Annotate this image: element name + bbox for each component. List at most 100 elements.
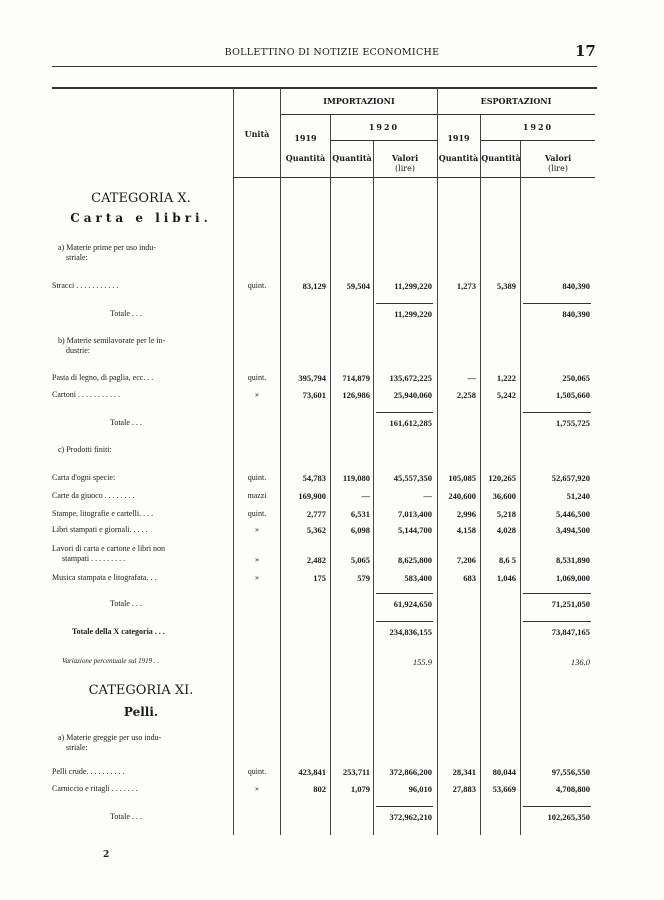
value-cell: 54,783 <box>302 473 326 483</box>
value-cell: 28,341 <box>452 767 476 777</box>
quantity-header: Quantità <box>481 153 521 163</box>
table-row: Pasta di legno, di paglia, ecc. . . quint… <box>0 373 664 387</box>
value-cell: 802 <box>313 784 326 794</box>
sum-rule <box>523 806 591 807</box>
row-label: Totale . . . <box>110 599 142 608</box>
value-cell: 1,222 <box>496 373 516 383</box>
table-row: Libri stampati e giornali. . . . . » 5,362… <box>0 525 664 539</box>
value-cell: 8,531,890 <box>556 555 590 565</box>
value-cell: 253,711 <box>342 767 370 777</box>
table-row: Carte da giuoco . . . . . . . . mazzi 169,… <box>0 491 664 505</box>
column-rule <box>437 88 438 835</box>
category-title: CATEGORIA XI. <box>88 683 194 698</box>
section-heading: b) Materie semilavorate per le in- dustr… <box>0 336 664 355</box>
table-row: Lavori di carta e cartone e libri non st… <box>0 544 664 569</box>
value-cell: 840,390 <box>562 281 590 291</box>
exp-1920-header: 1920 <box>522 122 554 132</box>
value-cell: 169,900 <box>298 491 326 501</box>
value-cell: 80,044 <box>492 767 516 777</box>
table-row: Carta d'ogni specie: quint. 54,783 119,080 4… <box>0 473 664 487</box>
header-rule <box>331 140 437 141</box>
total-row: Totale . . . 61,924,650 71,251,050 <box>0 593 664 613</box>
section-heading: a) Materie greggie per uso indu- striale… <box>0 733 664 752</box>
value-cell: 51,240 <box>566 491 590 501</box>
imports-header: IMPORTAZIONI <box>323 96 395 106</box>
category-subtitle: Carta e libri. <box>70 211 212 225</box>
value-cell: 372,866,200 <box>389 767 433 777</box>
value-cell: 6,098 <box>350 525 370 535</box>
value-cell: 4,708,800 <box>556 784 590 794</box>
value-cell: 2,996 <box>456 509 476 519</box>
imp-1920-header: 1920 <box>368 122 400 132</box>
sum-rule <box>376 412 433 413</box>
unit-cell: » <box>255 390 259 399</box>
value-cell: 126,986 <box>342 390 370 400</box>
row-label: Carniccio e ritagli . . . . . . . <box>52 784 138 793</box>
sum-rule <box>523 593 591 594</box>
value-cell: 423,841 <box>298 767 326 777</box>
value-cell: 96,010 <box>408 784 432 794</box>
value-cell: 25,940,060 <box>393 390 432 400</box>
total-row: Totale . . . 372,962,210 102,265,350 <box>0 806 664 826</box>
total-row: Totale della X categoria . . . 234,836,15… <box>0 621 664 641</box>
section-heading: c) Prodotti finiti: <box>0 445 664 459</box>
value-cell: 59,504 <box>346 281 370 291</box>
value-cell: 5,446,500 <box>556 509 590 519</box>
value-cell: 5,362 <box>306 525 326 535</box>
column-rule <box>520 140 521 835</box>
exp-1919-header: 1919 <box>447 133 470 143</box>
value-cell: 395,794 <box>298 373 326 383</box>
unit-cell: quint. <box>247 473 267 482</box>
row-label: c) Prodotti finiti: <box>58 445 112 454</box>
value-cell: 5,144,700 <box>398 525 432 535</box>
row-label: Totale della X categoria . . . <box>72 627 165 636</box>
value-cell: 240,600 <box>448 491 476 501</box>
quantity-header: Quantità <box>438 153 479 163</box>
running-header: BOLLETTINO DI NOTIZIE ECONOMICHE <box>224 47 440 58</box>
row-label: b) Materie semilavorate per le in- dustr… <box>58 336 166 355</box>
column-rule <box>330 114 331 835</box>
row-label: a) Materie prime per uso indu- striale: <box>58 243 156 262</box>
table-row: Pelli crude. . . . . . . . . . quint. 423,… <box>0 767 664 781</box>
table-row: Musica stampata e litografata. . . » 175 57… <box>0 573 664 587</box>
value-cell: 1,273 <box>456 281 476 291</box>
header-rule <box>481 140 595 141</box>
value-cell: 11,299,220 <box>394 281 432 291</box>
value-cell: 714,879 <box>342 373 370 383</box>
page-number: 17 <box>575 42 596 60</box>
value-cell: 7,206 <box>456 555 476 565</box>
value-cell: 8,625,800 <box>398 555 432 565</box>
value-cell: 583,400 <box>404 573 432 583</box>
value-cell: 45,557,350 <box>393 473 432 483</box>
row-label: Pasta di legno, di paglia, ecc. . . <box>52 373 154 382</box>
row-label: Variazione percentuale sul 1919 . . <box>62 657 160 665</box>
row-label: Carta d'ogni specie: <box>52 473 116 482</box>
value-cell: — <box>361 491 371 501</box>
table-row: Stampe, litografie e cartelli. . . . quin… <box>0 509 664 523</box>
row-label: Totale . . . <box>110 418 142 427</box>
value-cell: 2,258 <box>456 390 476 400</box>
value-cell: 71,251,050 <box>551 599 590 609</box>
total-row: Totale . . . 11,299,220 840,390 <box>0 303 664 323</box>
sum-rule <box>523 303 591 304</box>
column-rule <box>480 114 481 835</box>
row-label: Cartoni . . . . . . . . . . . <box>52 390 120 399</box>
table-row: Cartoni . . . . . . . . . . . » 73,601 126,… <box>0 390 664 404</box>
value-cell: 5,218 <box>496 509 516 519</box>
value-cell: 61,924,650 <box>393 599 432 609</box>
column-rule <box>280 88 281 835</box>
row-label: Carte da giuoco . . . . . . . . <box>52 491 135 500</box>
value-cell: 53,669 <box>492 784 516 794</box>
value-cell: 234,836,155 <box>389 627 433 637</box>
section-heading: a) Materie prime per uso indu- striale: <box>0 243 664 262</box>
variation-row: Variazione percentuale sul 1919 . . 155.9… <box>0 657 664 671</box>
imp-1919-header: 1919 <box>294 133 317 143</box>
sum-rule <box>523 412 591 413</box>
value-cell: — <box>467 373 477 383</box>
row-label: Musica stampata e litografata. . . <box>52 573 157 582</box>
value-cell: 8,6 5 <box>499 555 516 565</box>
value-cell: 119,080 <box>342 473 370 483</box>
unit-cell: quint. <box>247 767 267 776</box>
sum-rule <box>376 593 433 594</box>
unit-cell: quint. <box>247 373 267 382</box>
